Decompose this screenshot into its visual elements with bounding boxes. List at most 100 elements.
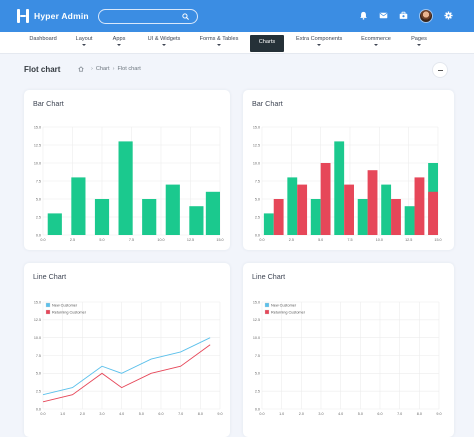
series-line [42,344,211,403]
legend-label: New Customer [52,304,78,308]
nav-ui-widgets[interactable]: UI & Widgets [146,36,182,51]
nav-forms-tables[interactable]: Forms & Tables [199,36,239,51]
bar [320,163,331,235]
bar [428,191,438,235]
search-icon[interactable] [182,13,189,20]
home-icon[interactable] [78,66,84,72]
search-input[interactable] [105,11,175,22]
y-tick-label: 7.5 [36,354,41,358]
y-tick-label: 0.0 [255,233,260,237]
x-tick-label: 15.0 [216,238,223,242]
y-tick-label: 10.0 [253,336,260,340]
x-tick-label: 3.0 [99,412,104,416]
app-logo[interactable]: Hyper Admin [17,9,89,23]
x-tick-label: 7.5 [347,238,352,242]
chevron-down-icon [374,44,378,46]
nav-label: Charts [258,39,276,45]
bar [273,199,284,235]
bar [310,199,321,235]
avatar[interactable] [419,9,433,23]
x-tick-label: 0.0 [259,412,264,416]
x-tick-label: 1.0 [279,412,284,416]
x-tick-label: 2.0 [299,412,304,416]
card-title: Bar Chart [252,99,283,108]
bar [334,141,345,235]
x-tick-label: 7.0 [178,412,183,416]
nav-label: Forms & Tables [199,36,239,42]
nav-label: UI & Widgets [147,36,181,42]
y-tick-label: 2.5 [255,215,260,219]
search-box[interactable] [98,9,198,24]
x-tick-label: 5.0 [318,238,323,242]
x-tick-label: 12.5 [187,238,194,242]
legend-swatch [264,302,270,308]
y-tick-label: 5.0 [255,372,260,376]
gear-icon[interactable] [444,11,453,20]
minus-icon [438,70,443,71]
series-line [42,337,211,396]
x-tick-label: 4.0 [119,412,124,416]
card-title: Line Chart [252,272,286,281]
bar [165,184,180,235]
collapse-button[interactable] [432,62,448,78]
nav-dashboard[interactable]: Dashboard [28,36,58,51]
x-tick-label: 2.5 [289,238,294,242]
y-tick-label: 5.0 [36,372,41,376]
x-tick-label: 10.0 [376,238,383,242]
nav-label: Extra Components [296,36,343,42]
nav-charts[interactable]: Charts [250,35,284,52]
chevron-down-icon [217,44,221,46]
nav-pages[interactable]: Pages [410,36,428,51]
nav-layout[interactable]: Layout [73,36,95,51]
line-chart-1: 0.0 1.0 2.0 3.0 4.0 5.0 6.0 7.0 8.0 9.0 0.0 2.5 5.0 7… [34,300,223,416]
chevron-down-icon [417,44,421,46]
card-title: Line Chart [33,272,67,281]
nav-extra-components[interactable]: Extra Components [296,36,342,51]
nav-label: Dashboard [29,36,57,42]
breadcrumb-separator: › [112,66,115,72]
x-tick-label: 6.0 [158,412,163,416]
y-tick-label: 2.5 [36,215,41,219]
y-tick-label: 0.0 [36,233,41,237]
nav-label: Pages [411,36,427,42]
bar [391,199,401,235]
y-tick-label: 7.5 [36,179,41,183]
briefcase-icon[interactable] [399,11,408,20]
bar [404,206,415,235]
x-tick-label: 7.0 [397,412,402,416]
bar [205,191,220,235]
main-nav: Dashboard Layout Apps UI & Widgets Forms… [0,32,474,54]
bar-chart-1: 0.0 2.5 5.0 7.5 10.0 12.5 15.0 0.0 2.5 5.0 7.5 10.0… [34,125,224,242]
nav-apps[interactable]: Apps [111,36,127,51]
line-chart-card-2: Line Chart 0.0 1.0 2.0 3.0 4.0 5.0 6.0 7.0 8.0 9.… [243,263,454,437]
x-tick-label: 10.0 [157,238,164,242]
breadcrumb-separator: › [91,66,93,72]
y-tick-label: 12.5 [253,318,260,322]
mail-icon[interactable] [379,11,388,20]
legend-swatch [264,309,270,315]
x-tick-label: 7.5 [129,238,134,242]
y-tick-label: 15.0 [253,300,260,304]
bell-icon[interactable] [359,11,368,20]
y-tick-label: 10.0 [253,161,260,165]
bar [94,199,110,235]
bar [414,177,425,235]
bar [47,213,62,235]
bar [381,184,392,235]
chevron-down-icon [317,44,321,46]
x-tick-label: 9.0 [436,412,441,416]
y-tick-label: 15.0 [34,300,41,304]
bar [118,141,133,235]
x-tick-label: 6.0 [377,412,382,416]
bar [297,184,308,235]
breadcrumb-item[interactable]: Chart [95,66,110,72]
x-tick-label: 12.5 [405,238,412,242]
y-tick-label: 5.0 [36,197,41,201]
bar [367,170,378,235]
y-tick-label: 15.0 [34,125,41,129]
app-name: Hyper Admin [34,11,89,21]
y-tick-label: 2.5 [36,389,41,393]
nav-ecommerce[interactable]: Ecommerce [361,36,391,51]
y-tick-label: 10.0 [34,336,41,340]
bar [142,199,157,235]
